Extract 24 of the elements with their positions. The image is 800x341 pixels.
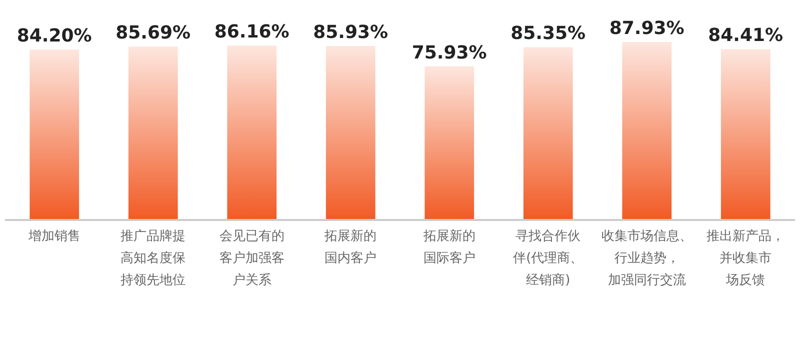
data-label: 75.93% (412, 42, 487, 64)
x-tick-label: 收集市场信息、行业趋势，加强同行交流 (601, 229, 692, 288)
data-label: 85.35% (510, 23, 586, 44)
bar (523, 47, 573, 220)
bar (424, 66, 474, 220)
x-tick-label: 推出新产品，并收集市场反馈 (706, 229, 785, 288)
data-label: 84.20% (16, 26, 92, 47)
data-label: 84.41% (708, 25, 784, 46)
data-label: 86.16% (214, 22, 290, 43)
bar (622, 42, 672, 220)
data-label: 85.69% (116, 22, 191, 44)
bar (30, 50, 80, 220)
bar (326, 46, 376, 220)
x-tick-label: 拓展新的国内客户 (324, 229, 377, 266)
bar (720, 49, 770, 220)
bar (128, 46, 178, 220)
x-tick-label: 会见已有的客户加强客户关系 (219, 229, 284, 288)
x-tick-label: 推广品牌提高知名度保持领先地位 (120, 229, 186, 288)
data-label: 87.93% (609, 18, 684, 39)
bar (227, 46, 277, 220)
x-tick-label: 拓展新的国际客户 (422, 229, 476, 266)
x-tick-label: 增加销售 (27, 229, 80, 244)
data-label: 85.93% (313, 22, 388, 44)
x-tick-label: 寻找合作伙伴(代理商、经销商) (513, 229, 584, 288)
